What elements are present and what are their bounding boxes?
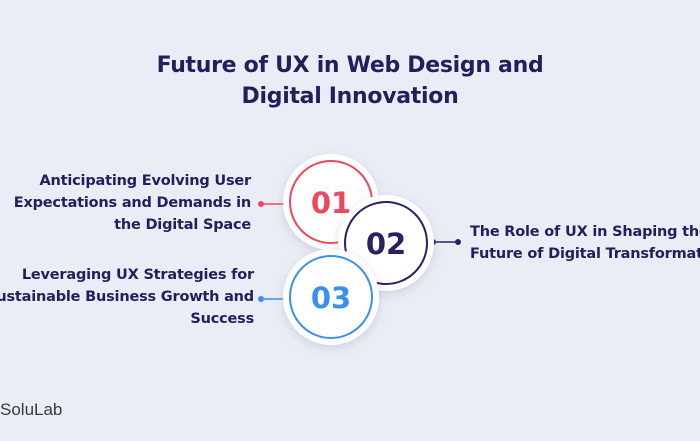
page-title: Future of UX in Web Design and Digital I…: [156, 53, 544, 109]
connector-02: [430, 239, 461, 245]
step-number-02: 02: [366, 227, 406, 261]
step-label-02: The Role of UX in Shaping the Future of …: [470, 224, 700, 262]
step-circle-02: 02: [338, 195, 434, 291]
step-circle-03: 03: [283, 249, 379, 345]
step-number-03: 03: [311, 281, 351, 315]
brand-logo: SoluLab: [0, 400, 63, 419]
step-label-01: Anticipating Evolving User Expectations …: [13, 173, 251, 233]
step-number-01: 01: [311, 186, 351, 220]
step-label-03: Leveraging UX Strategies for Sustainable…: [0, 267, 254, 327]
